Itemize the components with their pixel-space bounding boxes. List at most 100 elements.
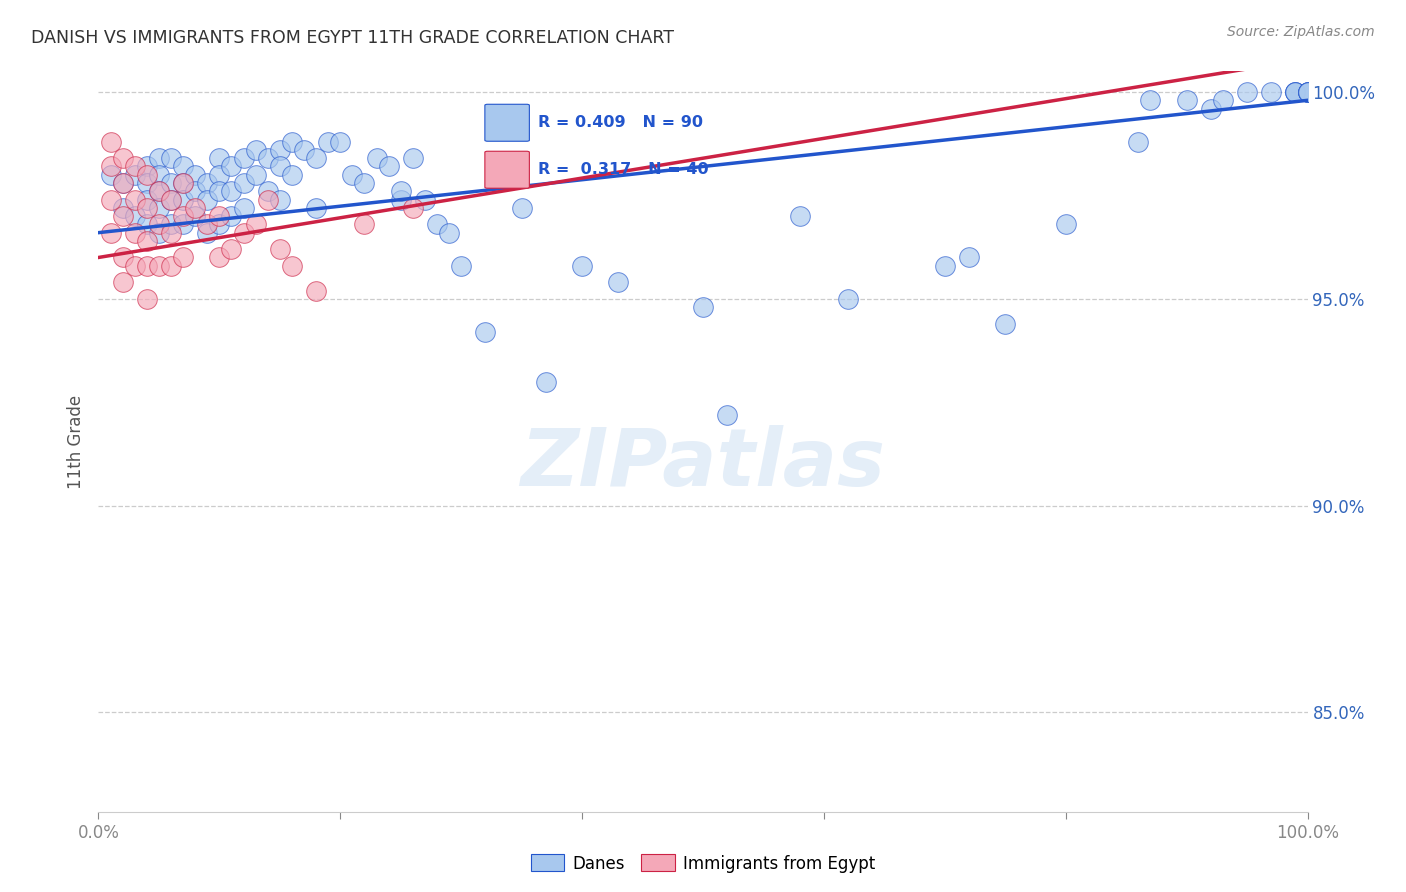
- Point: [1260, 85, 1282, 99]
- Point: [111, 151, 134, 165]
- Point: [135, 176, 157, 190]
- Point: [124, 168, 146, 182]
- Point: [172, 160, 194, 174]
- Point: [269, 143, 291, 157]
- Point: [281, 259, 304, 273]
- Point: [172, 193, 194, 207]
- Point: [1296, 85, 1319, 99]
- Point: [1296, 85, 1319, 99]
- Legend: Danes, Immigrants from Egypt: Danes, Immigrants from Egypt: [524, 847, 882, 880]
- Point: [111, 201, 134, 215]
- Point: [1284, 85, 1306, 99]
- Point: [100, 135, 122, 149]
- Point: [305, 201, 328, 215]
- Point: [413, 193, 436, 207]
- Point: [269, 193, 291, 207]
- Point: [316, 135, 339, 149]
- Point: [329, 135, 352, 149]
- Point: [402, 201, 425, 215]
- Point: [160, 176, 183, 190]
- Point: [221, 184, 243, 198]
- Point: [353, 218, 375, 232]
- Point: [124, 193, 146, 207]
- Point: [1139, 93, 1161, 107]
- Point: [172, 218, 194, 232]
- Point: [111, 176, 134, 190]
- Point: [292, 143, 315, 157]
- Point: [1284, 85, 1306, 99]
- Point: [474, 325, 496, 339]
- Point: [366, 151, 388, 165]
- Point: [148, 201, 170, 215]
- Point: [135, 292, 157, 306]
- Point: [135, 160, 157, 174]
- Point: [195, 193, 218, 207]
- Point: [148, 226, 170, 240]
- Point: [305, 151, 328, 165]
- Point: [111, 251, 134, 265]
- Point: [450, 259, 472, 273]
- Point: [789, 209, 811, 223]
- Point: [389, 184, 412, 198]
- Point: [934, 259, 956, 273]
- Point: [111, 209, 134, 223]
- Point: [1236, 85, 1258, 99]
- Point: [111, 275, 134, 289]
- Y-axis label: 11th Grade: 11th Grade: [66, 394, 84, 489]
- Text: DANISH VS IMMIGRANTS FROM EGYPT 11TH GRADE CORRELATION CHART: DANISH VS IMMIGRANTS FROM EGYPT 11TH GRA…: [31, 29, 673, 46]
- Point: [353, 176, 375, 190]
- Point: [716, 408, 738, 422]
- Point: [837, 292, 859, 306]
- Point: [402, 151, 425, 165]
- Point: [1284, 85, 1306, 99]
- Point: [607, 275, 630, 289]
- Point: [208, 251, 231, 265]
- Point: [148, 184, 170, 198]
- Point: [160, 259, 183, 273]
- Point: [148, 151, 170, 165]
- Point: [256, 193, 278, 207]
- Point: [269, 242, 291, 256]
- Point: [245, 218, 267, 232]
- Text: ZIPatlas: ZIPatlas: [520, 425, 886, 503]
- Point: [256, 151, 278, 165]
- Point: [135, 234, 157, 248]
- Point: [994, 317, 1017, 331]
- Point: [135, 193, 157, 207]
- Point: [100, 160, 122, 174]
- Point: [510, 201, 533, 215]
- Point: [534, 375, 557, 389]
- Point: [256, 184, 278, 198]
- Point: [245, 168, 267, 182]
- Point: [100, 193, 122, 207]
- Point: [221, 160, 243, 174]
- Point: [124, 259, 146, 273]
- Point: [148, 218, 170, 232]
- Point: [135, 218, 157, 232]
- Point: [1175, 93, 1198, 107]
- Point: [172, 176, 194, 190]
- Point: [148, 259, 170, 273]
- Point: [389, 193, 412, 207]
- Point: [148, 184, 170, 198]
- Point: [184, 209, 207, 223]
- Point: [124, 226, 146, 240]
- Point: [305, 284, 328, 298]
- Text: Source: ZipAtlas.com: Source: ZipAtlas.com: [1227, 25, 1375, 39]
- Point: [571, 259, 593, 273]
- Point: [1296, 85, 1319, 99]
- Point: [281, 168, 304, 182]
- Point: [1128, 135, 1150, 149]
- Point: [172, 209, 194, 223]
- Point: [208, 184, 231, 198]
- Point: [135, 259, 157, 273]
- Point: [221, 242, 243, 256]
- Point: [692, 300, 714, 314]
- Point: [426, 218, 449, 232]
- Point: [135, 201, 157, 215]
- Point: [100, 226, 122, 240]
- Point: [221, 209, 243, 223]
- Point: [195, 226, 218, 240]
- Point: [957, 251, 980, 265]
- Point: [160, 226, 183, 240]
